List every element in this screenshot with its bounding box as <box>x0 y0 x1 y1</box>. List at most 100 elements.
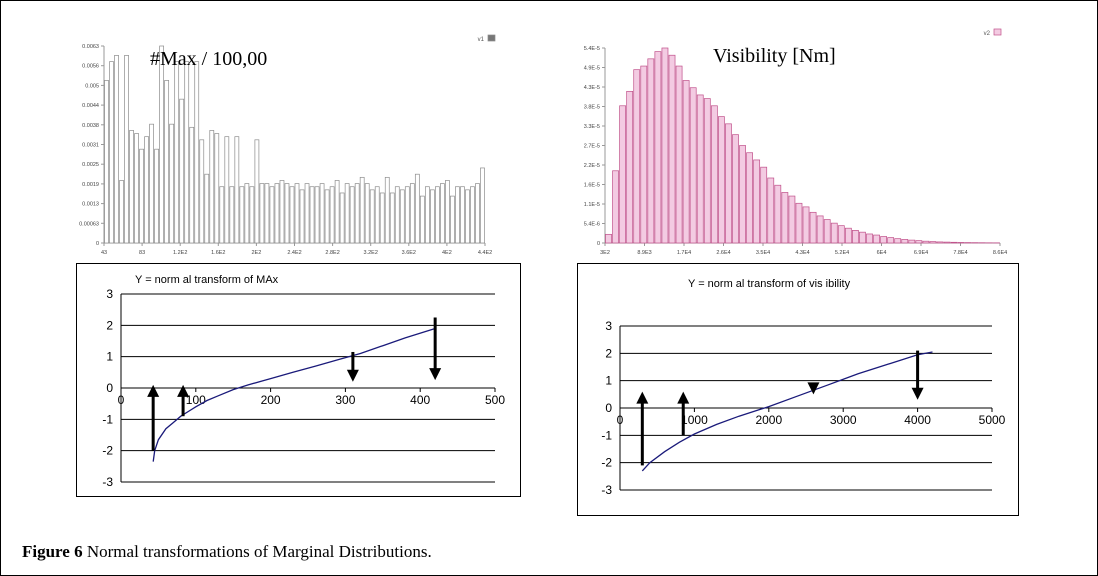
histogram-max-title: #Max / 100,00 <box>150 48 268 70</box>
histogram-bar <box>710 105 718 244</box>
histogram-bar <box>219 186 225 244</box>
histogram-bar <box>394 186 400 244</box>
y-tick-label: 2.7E-5 <box>584 144 600 150</box>
histogram-bar <box>880 236 887 244</box>
figure-caption-text: Normal transformations of Marginal Distr… <box>82 542 432 561</box>
y-tick-label: 3 <box>605 319 612 333</box>
histogram-bar <box>445 180 450 244</box>
histogram-bar <box>654 51 662 244</box>
legend-label: v1 <box>478 37 485 43</box>
histogram-bar <box>109 61 114 244</box>
histogram-bar <box>922 240 930 244</box>
x-tick-label: 2.4E2 <box>287 250 301 256</box>
histogram-bar <box>440 183 445 244</box>
histogram-bar <box>424 186 430 244</box>
x-tick-label: 0 <box>617 413 624 427</box>
histogram-bar <box>299 189 305 244</box>
normal-visibility-chart: Y = norm al transform of vis ibility -3 -2… <box>601 278 1006 497</box>
histogram-visibility-title: Visibility [Nm] <box>713 45 836 67</box>
arrow-up-icon <box>677 391 690 436</box>
histogram-bar <box>950 241 958 244</box>
histogram-bar <box>647 58 655 244</box>
y-tick-label: 3.3E-5 <box>584 124 600 130</box>
histogram-bar <box>324 189 330 244</box>
arrow-down-icon <box>346 351 359 382</box>
histogram-bar <box>465 189 470 244</box>
histogram-bar <box>837 225 845 244</box>
histogram-bar <box>605 233 612 244</box>
histogram-bar <box>455 186 460 244</box>
x-tick-label: 8.6E4 <box>993 250 1007 256</box>
normal-visibility-panel: Y = norm al transform of vis ibility -3 -2… <box>577 263 1019 516</box>
y-tick-label: -1 <box>102 412 113 426</box>
histogram-bar <box>379 192 385 244</box>
histogram-visibility-panel: 0 5.4E-6 1.1E-5 1.6E-5 2.2E-5 2.7E-5 3.3E-5 3.8… <box>565 25 1015 265</box>
y-tick-label: 1 <box>106 350 113 364</box>
y-tick-label: 0 <box>605 401 612 415</box>
y-tick-label: -2 <box>102 444 113 458</box>
histogram-bar <box>134 133 139 244</box>
y-tick-label: 1.6E-5 <box>584 183 600 189</box>
y-tick-label: 0 <box>96 241 99 247</box>
histogram-bar <box>189 126 195 244</box>
histogram-bar <box>254 139 260 244</box>
histogram-bar <box>718 116 725 244</box>
histogram-bar <box>234 136 240 244</box>
x-tick-label: 4000 <box>904 413 931 427</box>
histogram-bar <box>696 94 704 244</box>
x-tick-label: 4E2 <box>442 250 452 256</box>
histogram-bar <box>319 183 325 244</box>
figure-caption-label: Figure 6 <box>22 542 83 561</box>
x-tick-label: 7.8E4 <box>953 250 967 256</box>
histogram-bar <box>274 183 280 244</box>
histogram-max-panel: 0 0.00063 0.0013 0.0019 0.0025 0.0031 0.0038 0.… <box>79 34 496 258</box>
y-tick-label: 0.0063 <box>82 44 99 50</box>
y-tick-label: 4.3E-5 <box>584 85 600 91</box>
histogram-bar <box>159 45 165 244</box>
x-tick-label: 300 <box>335 393 355 407</box>
y-tick-label: -2 <box>601 456 612 470</box>
x-tick-label: 3.5E4 <box>756 250 770 256</box>
x-tick-label: 2.8E2 <box>325 250 339 256</box>
histogram-bar <box>767 177 775 244</box>
histogram-bar <box>194 61 200 244</box>
arrow-up-icon <box>177 384 190 417</box>
y-tick-label: 0.0013 <box>82 202 99 208</box>
histogram-bar <box>901 239 909 244</box>
histogram-bar <box>384 176 390 244</box>
histogram-bar <box>682 80 690 244</box>
x-tick-label: 2E2 <box>252 250 262 256</box>
histogram-bar <box>284 183 290 244</box>
histogram-bar <box>309 186 315 244</box>
histogram-bar <box>612 170 619 244</box>
histogram-bar <box>619 105 627 244</box>
histogram-bar <box>830 222 838 244</box>
histogram-bar <box>204 173 210 244</box>
y-tick-label: 3.8E-5 <box>584 105 600 111</box>
x-tick-label: 500 <box>485 393 505 407</box>
x-tick-label: 0 <box>118 393 125 407</box>
x-tick-label: 8.9E3 <box>637 250 651 256</box>
x-tick-label: 3E2 <box>600 250 610 256</box>
histogram-bar <box>430 189 435 244</box>
histogram-bar <box>329 186 335 244</box>
x-tick-label: 5000 <box>979 413 1006 427</box>
histogram-bar <box>809 211 817 244</box>
x-tick-label: 100 <box>186 393 206 407</box>
histogram-bar <box>844 227 852 244</box>
y-tick-label: -3 <box>601 483 612 497</box>
histogram-bar <box>774 184 782 244</box>
histogram-bar <box>259 183 265 244</box>
histogram-bar <box>199 139 205 244</box>
y-tick-label: 5.4E-5 <box>584 46 600 52</box>
histogram-bar <box>129 130 134 244</box>
x-tick-label: 3.2E2 <box>364 250 378 256</box>
histogram-bar <box>746 152 753 244</box>
histogram-bar <box>269 186 275 244</box>
histogram-bar <box>389 192 395 244</box>
legend-swatch <box>487 34 496 42</box>
histogram-bar <box>943 241 951 244</box>
histogram-bar <box>344 183 350 244</box>
x-tick-label: 200 <box>261 393 281 407</box>
histogram-bar <box>124 55 129 244</box>
